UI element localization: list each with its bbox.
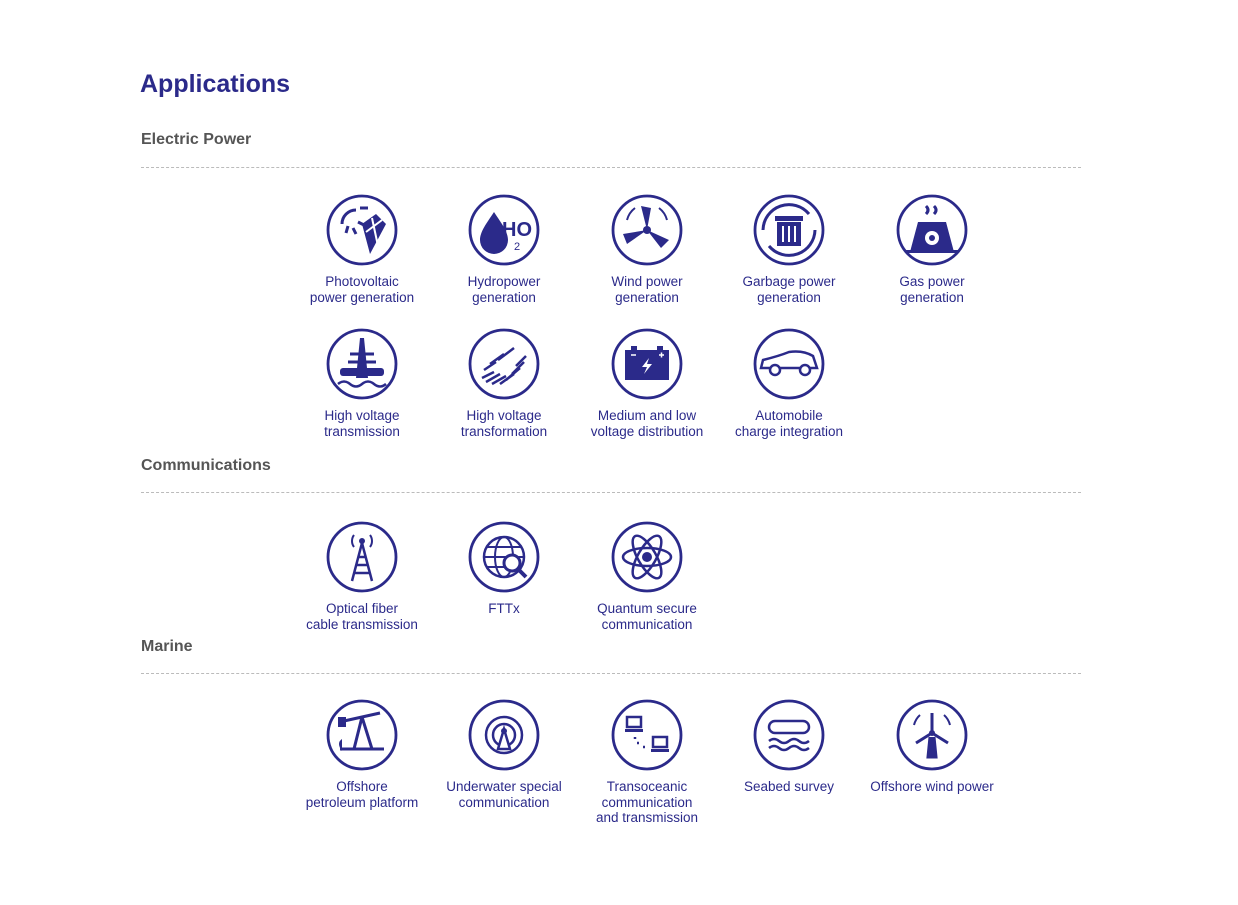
application-item[interactable]: Underwater special communication xyxy=(433,699,575,810)
application-label: Quantum secure communication xyxy=(597,601,697,632)
application-label: Optical fiber cable transmission xyxy=(306,601,418,632)
section-heading: Communications xyxy=(141,457,271,474)
application-label: Seabed survey xyxy=(743,779,835,794)
application-item[interactable]: Seabed survey xyxy=(718,699,860,795)
antenna-tower-icon xyxy=(326,521,398,593)
application-label: Underwater special communication xyxy=(446,779,562,810)
svg-text:2: 2 xyxy=(514,241,520,253)
wind-turbine-icon xyxy=(611,194,683,266)
goggles-waves-icon xyxy=(753,699,825,771)
application-item[interactable]: Offshore wind power xyxy=(861,699,1003,795)
application-item[interactable]: Automobile charge integration xyxy=(718,328,860,439)
application-label: High voltage transmission xyxy=(324,408,400,439)
application-item[interactable]: Garbage power generation xyxy=(718,194,860,305)
recycle-bin-icon xyxy=(753,194,825,266)
section-divider xyxy=(141,673,1081,674)
coil-icon xyxy=(468,328,540,400)
section-divider xyxy=(141,492,1081,493)
application-item[interactable]: Photovoltaic power generation xyxy=(291,194,433,305)
application-label: Photovoltaic power generation xyxy=(309,274,415,305)
transmission-tower-icon xyxy=(326,328,398,400)
page-title: Applications xyxy=(140,70,291,98)
application-label: Automobile charge integration xyxy=(734,408,844,439)
application-item[interactable]: Wind power generation xyxy=(576,194,718,305)
application-label: High voltage transformation xyxy=(460,408,548,439)
oil-pump-icon xyxy=(326,699,398,771)
application-label: Offshore wind power xyxy=(870,779,994,794)
car-icon xyxy=(753,328,825,400)
application-item[interactable]: Optical fiber cable transmission xyxy=(291,521,433,632)
section-heading: Marine xyxy=(141,638,193,655)
battery-icon xyxy=(611,328,683,400)
application-item[interactable]: Transoceanic communication and transmiss… xyxy=(576,699,718,826)
application-label: Offshore petroleum platform xyxy=(305,779,419,810)
application-item[interactable]: Gas power generation xyxy=(861,194,1003,305)
svg-text:HO: HO xyxy=(502,219,532,241)
globe-search-icon xyxy=(468,521,540,593)
application-label: Transoceanic communication and transmiss… xyxy=(595,779,699,825)
application-item[interactable]: Offshore petroleum platform xyxy=(291,699,433,810)
network-computers-icon xyxy=(611,699,683,771)
atom-icon xyxy=(611,521,683,593)
application-item[interactable]: Medium and low voltage distribution xyxy=(576,328,718,439)
application-label: Hydropower generation xyxy=(467,274,541,305)
solar-panel-icon xyxy=(326,194,398,266)
application-label: Medium and low voltage distribution xyxy=(590,408,704,439)
application-item[interactable]: HO 2 Hydropower generation xyxy=(433,194,575,305)
signal-beacon-icon xyxy=(468,699,540,771)
power-plant-icon xyxy=(896,194,968,266)
application-item[interactable]: Quantum secure communication xyxy=(576,521,718,632)
section-heading: Electric Power xyxy=(141,131,252,148)
application-label: Wind power generation xyxy=(611,274,683,305)
application-item[interactable]: High voltage transformation xyxy=(433,328,575,439)
section-divider xyxy=(141,167,1081,168)
application-item[interactable]: High voltage transmission xyxy=(291,328,433,439)
application-label: Garbage power generation xyxy=(742,274,836,305)
application-label: FTTx xyxy=(488,601,520,616)
application-label: Gas power generation xyxy=(899,274,965,305)
application-item[interactable]: FTTx xyxy=(433,521,575,617)
water-drop-h2o-icon: HO2 xyxy=(468,194,540,266)
offshore-turbine-icon xyxy=(896,699,968,771)
